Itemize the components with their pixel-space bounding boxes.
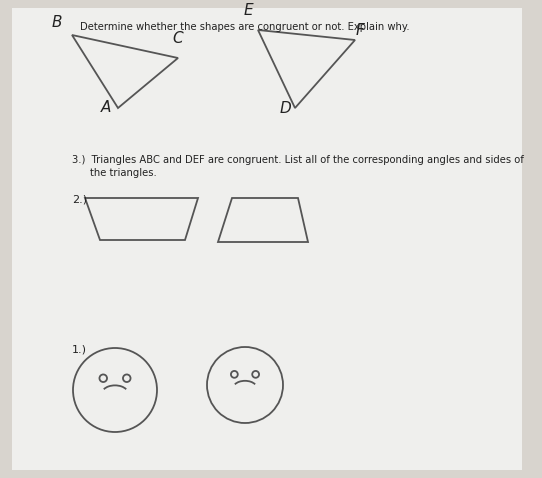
Text: 2.): 2.)	[72, 194, 87, 204]
Text: 3.)  Triangles ABC and DEF are congruent. List all of the corresponding angles a: 3.) Triangles ABC and DEF are congruent.…	[72, 155, 524, 165]
Polygon shape	[85, 198, 198, 240]
Text: Determine whether the shapes are congruent or not. Explain why.: Determine whether the shapes are congrue…	[80, 22, 410, 32]
Text: D: D	[279, 101, 291, 116]
Text: the triangles.: the triangles.	[90, 168, 157, 178]
Text: F: F	[356, 23, 364, 38]
Text: E: E	[243, 3, 253, 18]
Polygon shape	[218, 198, 308, 242]
Text: B: B	[51, 15, 62, 30]
Text: C: C	[173, 31, 183, 46]
Text: 1.): 1.)	[72, 345, 87, 355]
Text: A: A	[101, 100, 111, 115]
